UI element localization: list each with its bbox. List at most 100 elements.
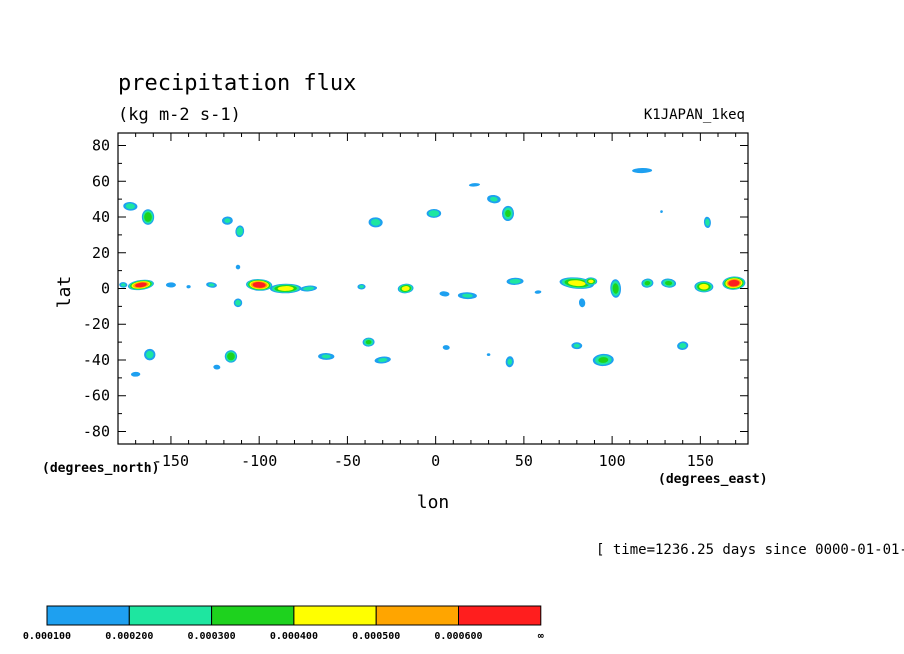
precip-cell <box>632 167 653 174</box>
contour-level-3 <box>227 352 235 361</box>
chart-units: (kg m-2 s-1) <box>118 105 241 125</box>
precip-cell <box>213 364 221 370</box>
colorbar-label: 0.000500 <box>352 631 400 642</box>
contour-level-1 <box>165 282 176 288</box>
precip-cell <box>661 278 677 288</box>
y-tick-label: 60 <box>92 172 110 190</box>
precip-cell <box>457 292 477 300</box>
contour-level-4 <box>277 286 294 291</box>
contour-level-2 <box>235 299 241 306</box>
precip-cell <box>486 353 491 356</box>
contour-level-4 <box>699 283 709 290</box>
contour-level-2 <box>359 285 364 289</box>
precip-cell <box>235 225 245 238</box>
y-axis-label: lat <box>54 276 75 309</box>
precip-cell <box>722 276 746 290</box>
precip-cell <box>578 298 586 308</box>
colorbar-swatch <box>293 605 377 626</box>
contour-level-2 <box>378 358 388 362</box>
contour-level-1 <box>486 353 491 356</box>
precip-cell <box>584 277 598 286</box>
contour-level-4 <box>401 286 410 291</box>
colorbar-swatch <box>128 605 213 626</box>
colorbar-swatch <box>458 605 542 626</box>
contour-level-6 <box>135 282 147 288</box>
precip-cell <box>426 209 442 218</box>
x-units-label: (degrees_east) <box>658 472 768 487</box>
contour-level-4 <box>588 279 594 284</box>
colorbar-label: 0.000600 <box>434 631 482 642</box>
contour-level-1 <box>660 210 663 213</box>
colorbar-label: ∞ <box>538 631 544 642</box>
precip-cell <box>694 281 714 293</box>
contour-level-1 <box>632 167 653 174</box>
precip-cell <box>141 209 155 225</box>
precip-cell <box>641 278 654 288</box>
colorbar-label: 0.000300 <box>188 631 236 642</box>
chart-title: precipitation flux <box>118 71 356 96</box>
precip-cell <box>610 279 621 298</box>
y-tick-label: 20 <box>92 244 110 262</box>
contour-level-2 <box>224 218 231 223</box>
contour-level-2 <box>428 210 440 217</box>
contour-level-3 <box>644 280 651 286</box>
contour-level-3 <box>598 357 609 363</box>
contour-level-3 <box>365 339 372 345</box>
y-units-label: (degrees_north) <box>42 461 159 476</box>
precip-cell <box>397 283 414 294</box>
contour-level-4 <box>568 280 586 287</box>
precip-cell <box>235 264 241 270</box>
x-tick-label: 0 <box>431 452 440 470</box>
y-tick-label: -20 <box>83 315 110 333</box>
precip-cell <box>362 337 375 347</box>
contour-level-6 <box>728 279 740 287</box>
contour-level-1 <box>468 183 481 187</box>
contour-level-2 <box>490 196 498 202</box>
precip-cell <box>534 290 542 294</box>
precip-cell <box>233 298 243 308</box>
precip-cell <box>592 353 614 367</box>
colorbar-swatch <box>211 605 295 626</box>
contour-level-2 <box>509 278 521 284</box>
precip-cell <box>506 277 524 285</box>
contour-level-1 <box>442 345 450 350</box>
time-label: [ time=1236.25 days since 0000-01-01- <box>596 542 904 558</box>
precip-cell <box>246 279 273 291</box>
dataset-label: K1JAPAN_1keq <box>644 107 745 123</box>
precip-cell <box>318 352 335 360</box>
contour-level-3 <box>505 209 511 218</box>
precip-cell <box>571 342 583 350</box>
contour-level-6 <box>252 282 266 288</box>
precip-cell <box>144 348 156 361</box>
contour-level-2 <box>125 203 136 210</box>
precip-cell <box>468 183 481 187</box>
colorbar-label: 0.000100 <box>23 631 71 642</box>
x-tick-label: -150 <box>153 452 189 470</box>
precip-cell <box>357 283 366 290</box>
precip-cell <box>130 371 141 377</box>
y-tick-label: -40 <box>83 351 110 369</box>
precip-cell <box>660 210 663 213</box>
y-tick-label: 40 <box>92 208 110 226</box>
contour-level-1 <box>235 264 241 270</box>
contour-level-1 <box>578 298 586 308</box>
colorbar-swatch <box>375 605 460 626</box>
x-tick-label: -100 <box>241 452 277 470</box>
precip-cell <box>224 350 238 363</box>
contour-level-1 <box>186 285 191 289</box>
precip-cell <box>374 356 391 364</box>
contour-level-2 <box>120 283 126 287</box>
y-tick-label: -60 <box>83 387 110 405</box>
contour-level-2 <box>705 218 710 226</box>
precip-cell <box>487 194 501 204</box>
y-tick-label: -80 <box>83 422 110 440</box>
contour-level-1 <box>534 290 542 294</box>
precip-cell <box>186 285 191 289</box>
contour-level-1 <box>130 371 141 377</box>
plot-background <box>118 133 748 444</box>
precip-cell <box>300 285 318 292</box>
colorbar-label: 0.000200 <box>105 631 153 642</box>
contour-level-2 <box>370 219 381 226</box>
contour-level-3 <box>665 280 673 286</box>
